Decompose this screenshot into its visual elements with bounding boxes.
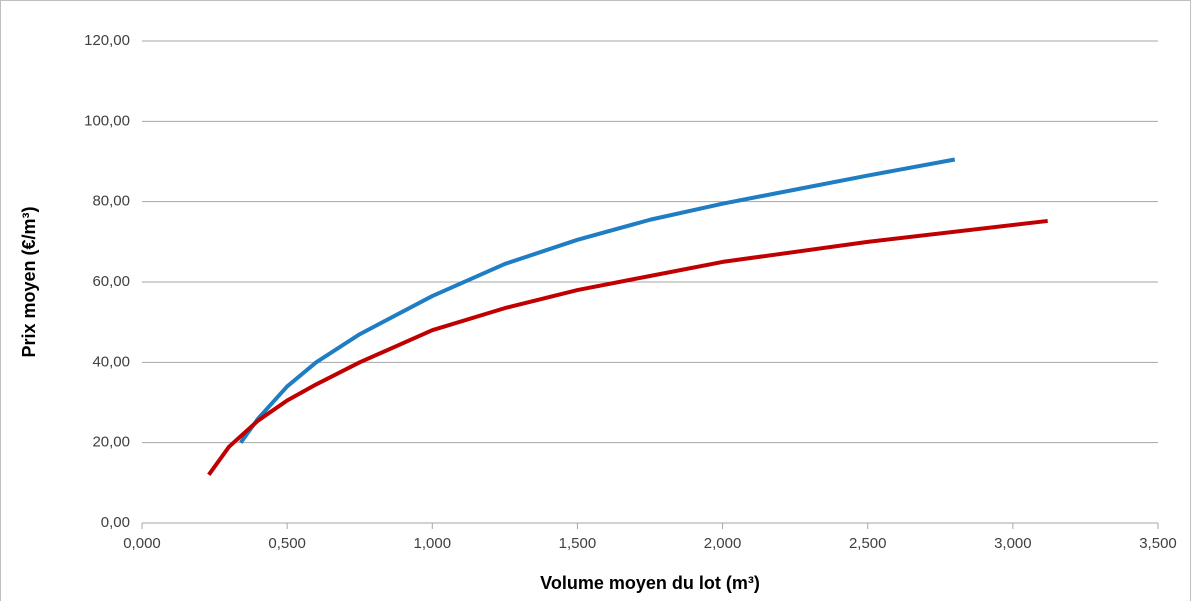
- y-tick-label: 80,00: [92, 193, 130, 210]
- x-tick-label: 3,000: [994, 535, 1032, 552]
- y-tick-label: 100,00: [84, 112, 130, 129]
- x-tick-label: 1,000: [414, 535, 452, 552]
- y-tick-label: 60,00: [92, 273, 130, 290]
- x-tick-label: 0,000: [123, 535, 161, 552]
- x-tick-label: 2,500: [849, 535, 887, 552]
- series-line: [239, 157, 956, 444]
- y-tick-label: 20,00: [92, 434, 130, 451]
- y-axis-title: Prix moyen (€/m³): [19, 206, 39, 357]
- x-tick-label: 3,500: [1139, 535, 1177, 552]
- x-tick-label: 1,500: [559, 535, 597, 552]
- y-tick-label: 120,00: [84, 32, 130, 49]
- series-line: [207, 218, 1048, 476]
- x-tick-label: 2,000: [704, 535, 742, 552]
- x-tick-label: 0,500: [268, 535, 306, 552]
- y-tick-label: 0,00: [101, 514, 130, 531]
- x-axis-title: Volume moyen du lot (m³): [540, 573, 760, 593]
- y-tick-label: 40,00: [92, 353, 130, 370]
